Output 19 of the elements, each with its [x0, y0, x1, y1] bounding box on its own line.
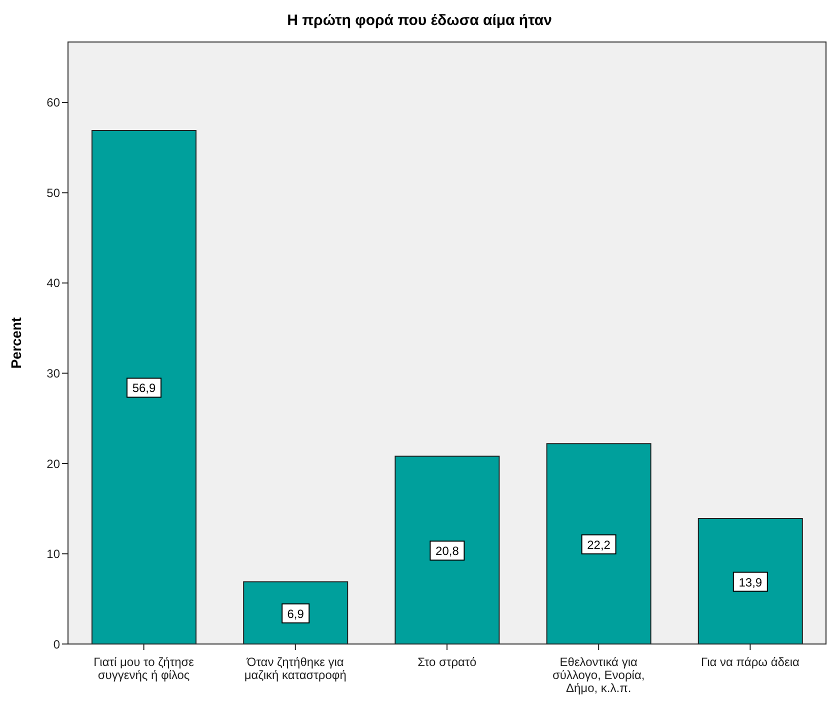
y-axis-title: Percent: [8, 316, 24, 369]
chart-title: Η πρώτη φορά που έδωσα αίμα ήταν: [286, 12, 553, 29]
x-tick-label: Γιατί μου το ζήτησε συγγενής ή φίλος: [94, 655, 195, 682]
data-label: 6,9: [287, 606, 304, 621]
data-label: 56,9: [132, 381, 156, 396]
x-tick-label: Εθελοντικά για σύλλογο, Ενορία, Δήμο, κ.λ.π.: [552, 655, 645, 695]
y-tick-label: 30: [46, 366, 60, 380]
y-tick-label: 60: [46, 96, 60, 110]
y-tick-label: 10: [46, 547, 60, 562]
x-tick-label: Στο στρατό: [418, 655, 477, 669]
x-tick-label: Όταν ζητήθηκε για μαζική καταστροφή: [244, 655, 346, 682]
data-label: 20,8: [436, 544, 460, 558]
y-tick-label: 0: [53, 637, 60, 652]
y-tick-label: 20: [46, 456, 60, 471]
data-label: 22,2: [587, 538, 611, 552]
x-tick-label: Για να πάρω άδεια: [700, 655, 800, 669]
y-tick-label: 50: [46, 186, 60, 200]
data-label: 13,9: [738, 575, 762, 590]
y-tick-label: 40: [46, 276, 60, 290]
